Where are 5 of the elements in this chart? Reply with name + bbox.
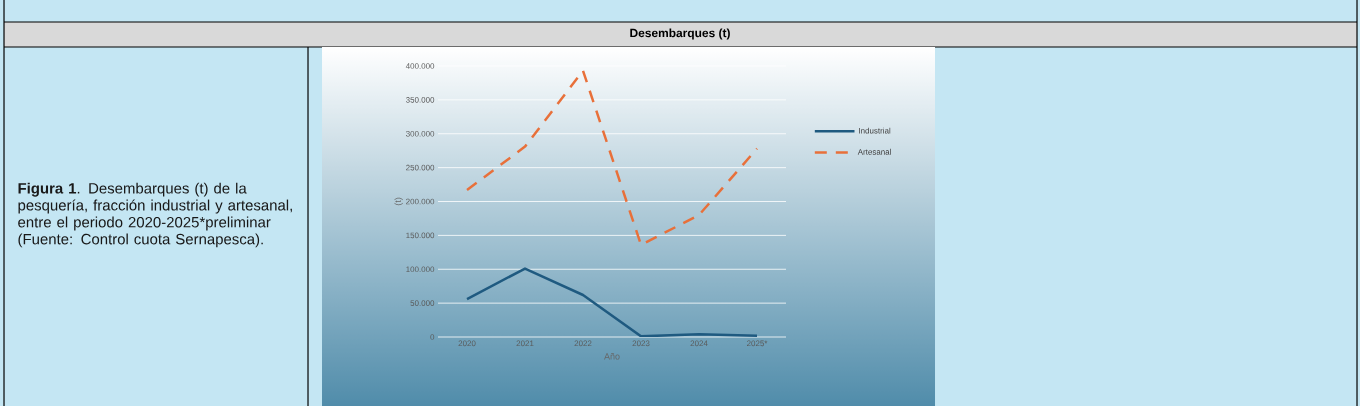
x-axis-title: Año [604, 353, 620, 360]
line-series [465, 267, 759, 337]
text: Figura 1. Desembarques (t) de la pesquería, fracción industrial y artesanal, entre el periodo 2020-2025*preliminar (Fuente: Control cuota Sernapesca). [18, 182, 292, 248]
y-axis-title: (t) [394, 197, 403, 206]
chart-title: Desembarques (t) [630, 28, 730, 40]
